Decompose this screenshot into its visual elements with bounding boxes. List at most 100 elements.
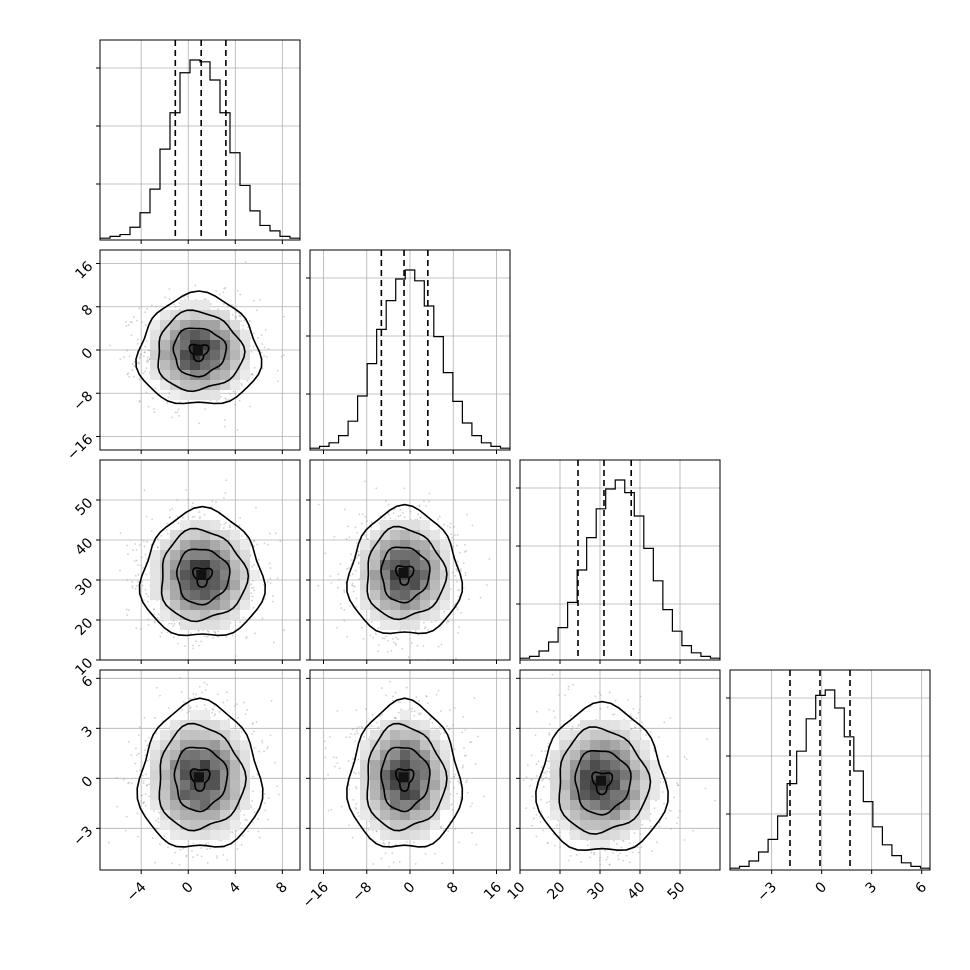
- y-tick-label: 6: [79, 673, 97, 691]
- scatter-point: [244, 261, 247, 263]
- scatter-point: [115, 776, 118, 779]
- scatter-point: [231, 313, 234, 316]
- y-tick-label: −16: [64, 431, 96, 463]
- density-cell: [180, 330, 190, 340]
- scatter-point: [200, 847, 203, 850]
- scatter-point: [263, 750, 265, 753]
- density-cell: [220, 580, 230, 590]
- scatter-point: [392, 512, 395, 515]
- scatter-point: [361, 626, 363, 629]
- scatter-point: [222, 701, 225, 704]
- scatter-point: [170, 862, 173, 865]
- scatter-point: [267, 818, 270, 821]
- density-cell: [230, 350, 240, 360]
- scatter-point: [261, 739, 263, 742]
- scatter-point: [127, 372, 130, 375]
- density-cell: [180, 320, 190, 330]
- contour-line: [160, 527, 250, 623]
- scatter-point: [238, 399, 241, 402]
- scatter-point: [166, 402, 169, 404]
- scatter-point: [198, 422, 200, 425]
- scatter-point: [124, 321, 127, 323]
- scatter-point: [226, 858, 229, 861]
- scatter-point: [427, 628, 430, 631]
- scatter-point: [168, 516, 171, 519]
- density-cell: [180, 530, 190, 540]
- scatter-point: [394, 642, 397, 645]
- scatter-point: [136, 362, 139, 364]
- scatter-point: [135, 585, 138, 587]
- density-cell: [150, 350, 160, 360]
- scatter-point: [178, 302, 181, 305]
- scatter-point: [144, 739, 147, 742]
- scatter-point: [178, 415, 181, 417]
- density-cell: [170, 570, 180, 580]
- density-cell: [210, 620, 220, 630]
- scatter-point: [129, 321, 132, 323]
- density-cell: [180, 370, 190, 380]
- scatter-point: [133, 361, 136, 363]
- scatter-point: [116, 805, 118, 808]
- scatter-point: [154, 861, 157, 864]
- scatter-point: [206, 848, 208, 851]
- scatter-point: [125, 325, 128, 327]
- scatter-point: [457, 588, 460, 591]
- scatter-point: [166, 631, 169, 634]
- scatter-point: [278, 793, 280, 796]
- scatter-point: [276, 785, 279, 788]
- scatter-point: [458, 595, 460, 598]
- scatter-point: [423, 500, 425, 503]
- scatter-point: [269, 734, 272, 737]
- scatter-point: [251, 374, 254, 376]
- density-cell: [180, 300, 190, 310]
- scatter-point: [211, 500, 214, 503]
- scatter-point: [192, 647, 195, 650]
- y-tick-label: 50: [72, 495, 96, 519]
- density-cell: [230, 320, 240, 330]
- density-cell: [160, 570, 170, 580]
- scatter-point: [348, 536, 351, 539]
- scatter-point: [340, 607, 343, 610]
- scatter-point: [471, 524, 474, 527]
- scatter-point: [437, 518, 439, 520]
- scatter-point: [198, 517, 201, 520]
- scatter-point: [242, 834, 244, 837]
- scatter-point: [234, 392, 236, 395]
- scatter-point: [264, 329, 267, 331]
- scatter-point: [346, 635, 349, 638]
- scatter-point: [459, 569, 462, 572]
- scatter-point: [250, 350, 253, 353]
- scatter-point: [358, 513, 361, 516]
- scatter-point: [397, 638, 399, 641]
- scatter-point: [140, 628, 142, 630]
- scatter-point: [124, 829, 127, 832]
- scatter-point: [153, 408, 155, 410]
- density-cell: [170, 360, 180, 370]
- scatter-point: [462, 562, 465, 565]
- scatter-point: [257, 337, 260, 339]
- scatter-point: [153, 621, 156, 624]
- scatter-point: [143, 716, 146, 719]
- scatter-point: [144, 754, 147, 757]
- contour-line: [188, 343, 210, 363]
- density-cell: [160, 590, 170, 600]
- histogram-step: [310, 269, 510, 450]
- scatter-point: [269, 582, 272, 585]
- scatter-point: [168, 287, 171, 290]
- scatter-point: [192, 644, 194, 647]
- scatter-point: [401, 511, 404, 514]
- scatter-point: [137, 573, 140, 576]
- scatter-point: [454, 574, 456, 577]
- scatter-point: [456, 544, 458, 547]
- scatter-point: [143, 351, 146, 354]
- density-cell: [210, 590, 220, 600]
- density-cell: [170, 370, 180, 380]
- scatter-point: [269, 567, 272, 569]
- scatter-point: [329, 575, 332, 578]
- scatter-point: [393, 508, 396, 511]
- scatter-point: [222, 527, 225, 529]
- scatter-point: [225, 691, 228, 694]
- scatter-point: [345, 538, 348, 540]
- y-tick-label: −8: [70, 388, 96, 414]
- scatter-point: [198, 685, 201, 688]
